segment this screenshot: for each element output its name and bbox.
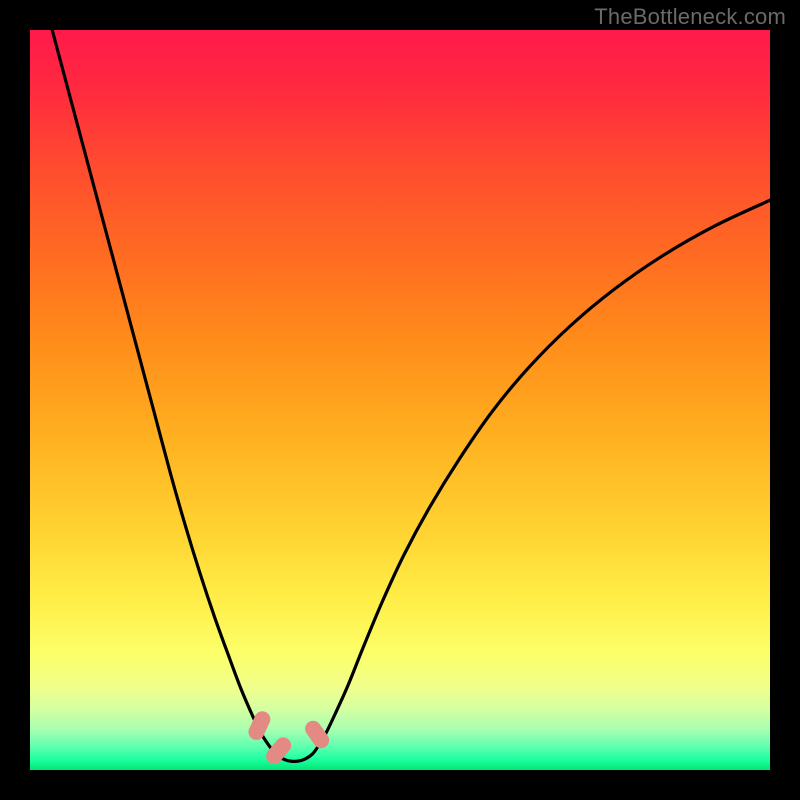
plot-background	[30, 30, 770, 770]
watermark-text: TheBottleneck.com	[594, 4, 786, 30]
chart-svg	[0, 0, 800, 800]
chart-stage: TheBottleneck.com	[0, 0, 800, 800]
